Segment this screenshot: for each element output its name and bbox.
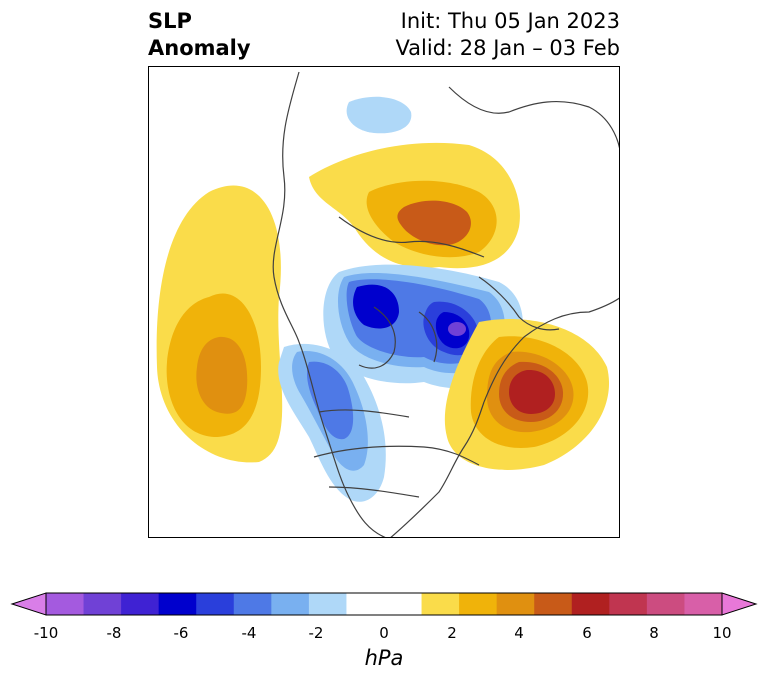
- title-variable: SLP: [148, 9, 192, 33]
- forecast-dates: Init: Thu 05 Jan 2023 Valid: 28 Jan – 03…: [395, 8, 620, 62]
- pacific-high: [156, 185, 283, 463]
- tick-label: 8: [649, 624, 659, 642]
- tick-label: 10: [712, 624, 732, 642]
- tick-label: 2: [447, 624, 457, 642]
- tick-label: -10: [33, 624, 59, 642]
- tick-label: 0: [379, 624, 389, 642]
- valid-date: Valid: 28 Jan – 03 Feb: [395, 36, 620, 60]
- colorbar-segment: [534, 593, 573, 615]
- title-subtitle: Anomaly: [148, 36, 251, 60]
- map-title: SLP Anomaly: [148, 8, 251, 62]
- colorbar-segment: [684, 593, 723, 615]
- colorbar-segment: [496, 593, 535, 615]
- colorbar-outline: [45, 592, 723, 616]
- coastlines: [272, 71, 619, 537]
- colorbar-segment: [308, 593, 347, 615]
- eurasia-high: [309, 142, 520, 269]
- tick-label: -4: [241, 624, 257, 642]
- colorbar-segment: [384, 593, 423, 615]
- colorbar-segment: [121, 593, 160, 615]
- colorbar-arrow-low: [10, 592, 47, 616]
- colorbar-segment: [271, 593, 310, 615]
- colorbar-segment: [459, 593, 498, 615]
- init-date: Init: Thu 05 Jan 2023: [400, 9, 620, 33]
- tick-label: -8: [106, 624, 122, 642]
- colorbar-unit: hPa: [364, 646, 404, 670]
- colorbar-arrow-high: [721, 592, 758, 616]
- atlantic-high: [444, 319, 610, 470]
- colorbar-segment: [346, 593, 385, 615]
- colorbar-ticks: -10 -8 -6 -4 -2 0 2 4 6 8 10: [0, 624, 768, 644]
- colorbar-segment: [158, 593, 197, 615]
- europe-low: [346, 96, 412, 134]
- colorbar: [10, 592, 758, 616]
- colorbar-segment: [83, 593, 122, 615]
- tick-label: 6: [582, 624, 592, 642]
- colorbar-segment: [646, 593, 685, 615]
- colorbar-segment: [196, 593, 235, 615]
- tick-label: 4: [514, 624, 524, 642]
- colorbar-segment: [571, 593, 610, 615]
- map-svg: [156, 71, 619, 537]
- colorbar-segment: [46, 593, 85, 615]
- anomaly-map: [148, 66, 620, 538]
- colorbar-segment: [421, 593, 460, 615]
- arctic-low: [323, 264, 523, 389]
- tick-label: -2: [308, 624, 324, 642]
- tick-label: -6: [173, 624, 189, 642]
- colorbar-segment: [233, 593, 272, 615]
- colorbar-segment: [609, 593, 648, 615]
